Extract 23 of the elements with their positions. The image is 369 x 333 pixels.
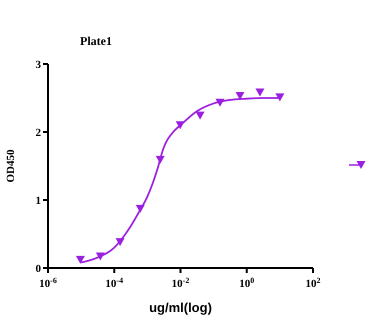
y-tick-label: 0 xyxy=(36,262,42,275)
y-tick-label: 1 xyxy=(36,194,41,207)
point xyxy=(76,256,85,264)
point xyxy=(216,98,225,107)
point xyxy=(235,92,244,100)
x-tick-label: 10$^{2}$ xyxy=(306,276,320,290)
y-tick-label: 3 xyxy=(36,58,42,71)
x-tick-label: 10$^{-6}$ xyxy=(39,276,57,290)
point xyxy=(196,112,205,120)
point xyxy=(275,93,284,102)
x-tick-label: 10$^{-2}$ xyxy=(172,276,190,290)
point xyxy=(96,252,105,260)
point xyxy=(176,121,185,130)
point xyxy=(255,88,264,97)
x-tick-label: 10$^{0}$ xyxy=(239,276,254,290)
point xyxy=(156,156,165,164)
y-axis-title: OD450 xyxy=(4,149,17,182)
chart-title: Plate1 xyxy=(80,34,112,49)
x-tick-label: 10$^{-4}$ xyxy=(105,276,124,290)
point xyxy=(136,204,145,213)
y-tick-label: 2 xyxy=(36,126,42,139)
point xyxy=(116,238,125,246)
x-axis-title: ug/ml(log) xyxy=(149,300,212,315)
